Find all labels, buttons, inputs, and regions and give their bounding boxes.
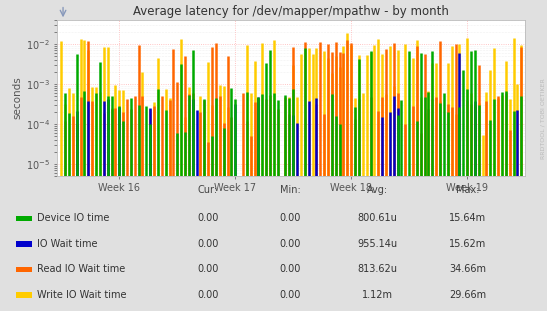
- Text: 1.12m: 1.12m: [362, 290, 393, 300]
- Text: 0.00: 0.00: [279, 213, 301, 223]
- Text: 813.62u: 813.62u: [357, 264, 398, 274]
- Text: 0.00: 0.00: [197, 264, 219, 274]
- Text: 15.62m: 15.62m: [449, 239, 486, 249]
- Text: 0.00: 0.00: [197, 290, 219, 300]
- Text: 29.66m: 29.66m: [449, 290, 486, 300]
- Text: 0.00: 0.00: [197, 213, 219, 223]
- Text: 800.61u: 800.61u: [358, 213, 397, 223]
- Text: 15.64m: 15.64m: [449, 213, 486, 223]
- Text: Cur:: Cur:: [198, 185, 218, 195]
- Text: 955.14u: 955.14u: [357, 239, 398, 249]
- Text: IO Wait time: IO Wait time: [37, 239, 98, 249]
- Text: 34.66m: 34.66m: [449, 264, 486, 274]
- Title: Average latency for /dev/mapper/mpathw - by month: Average latency for /dev/mapper/mpathw -…: [133, 5, 449, 18]
- Y-axis label: seconds: seconds: [13, 77, 23, 119]
- Text: 0.00: 0.00: [279, 264, 301, 274]
- Text: Avg:: Avg:: [367, 185, 388, 195]
- Text: Device IO time: Device IO time: [37, 213, 109, 223]
- Text: 0.00: 0.00: [279, 239, 301, 249]
- Text: Write IO Wait time: Write IO Wait time: [37, 290, 127, 300]
- Text: 0.00: 0.00: [197, 239, 219, 249]
- Text: Max:: Max:: [456, 185, 479, 195]
- Text: Min:: Min:: [280, 185, 300, 195]
- Text: Read IO Wait time: Read IO Wait time: [37, 264, 125, 274]
- Text: 0.00: 0.00: [279, 290, 301, 300]
- Text: RRDTOOL / TOBI OETIKER: RRDTOOL / TOBI OETIKER: [541, 78, 546, 159]
